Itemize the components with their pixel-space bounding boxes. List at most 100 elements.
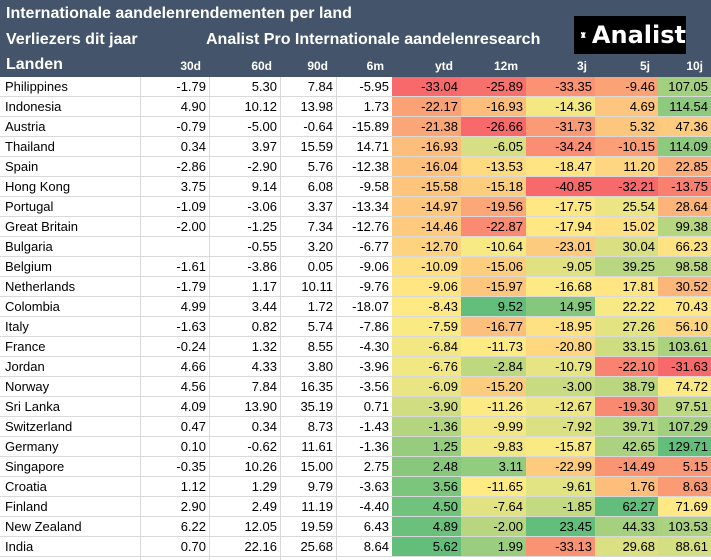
table-row: Hong Kong 3.75 9.14 6.08 -9.58 -15.58 -15.18 -4… [0,177,711,197]
value-cell-60d: 4.33 [251,359,277,374]
countries-header: Landen [6,56,63,73]
value-cell-90d: 3.20 [307,239,333,254]
value-cell-5j: -19.30 [595,397,658,416]
value-cell-ytd: -6.09 [392,377,461,396]
value-cell-6m: 2.75 [363,459,389,474]
value-cell-10j: 28.64 [658,197,711,216]
value-cell-60d: -3.06 [247,199,277,214]
value-cell-3j: -9.05 [526,257,595,276]
value-cell-60d: 1.29 [251,479,277,494]
value-cell-3j: -33.35 [526,77,595,96]
value-cell-ytd: -3.90 [392,397,461,416]
table-row: Bulgaria -0.55 3.20 -6.77 -12.70 -10.64 -23.01… [0,237,711,257]
value-cell-6m: -9.76 [359,279,389,294]
value-cell-6m: -4.30 [359,339,389,354]
value-cell-5j: 4.69 [595,97,658,116]
value-cell-5j: -10.15 [595,137,658,156]
grid-line [140,77,141,560]
value-cell-30d: 2.90 [180,499,206,514]
country-name: Italy [5,319,29,334]
value-cell-ytd: 3.56 [392,477,461,496]
value-cell-5j: -9.46 [595,77,658,96]
value-cell-5j: 1.76 [595,477,658,496]
country-name: Germany [5,439,59,454]
value-cell-10j: 107.29 [658,417,711,436]
value-cell-30d: -1.61 [176,259,206,274]
value-cell-12m: -2.00 [461,517,526,536]
value-cell-10j: 99.38 [658,217,711,236]
value-cell-60d: 10.26 [244,459,277,474]
value-cell-60d: -0.55 [247,239,277,254]
value-cell-3j: 23.45 [526,517,595,536]
value-cell-3j: -12.67 [526,397,595,416]
value-cell-60d: 5.30 [251,79,277,94]
value-cell-3j: -18.47 [526,157,595,176]
country-name: India [5,539,34,554]
value-cell-6m: 8.64 [363,539,389,554]
country-name: New Zealand [5,519,82,534]
value-cell-30d: 4.09 [180,399,206,414]
table-row: Philippines -1.79 5.30 7.84 -5.95 -33.04 -25.8… [0,77,711,97]
value-cell-90d: -0.64 [303,119,333,134]
value-cell-60d: 9.14 [251,179,277,194]
column-header-10j: 10j [686,59,703,73]
table-row: Croatia 1.12 1.29 9.79 -3.63 3.56 -11.65 -9.61 1… [0,477,711,497]
country-name: Netherlands [5,279,76,294]
table-row: Belgium -1.61 -3.86 0.05 -9.06 -10.09 -15.06 -9… [0,257,711,277]
value-cell-12m: -11.65 [461,477,526,496]
value-cell-10j: 114.09 [658,137,711,156]
value-cell-10j: 129.71 [658,437,711,456]
country-name: Hong Kong [5,179,71,194]
column-header-90d: 90d [307,59,328,73]
value-cell-6m: -1.36 [359,439,389,454]
value-cell-10j: 103.53 [658,517,711,536]
value-cell-90d: 5.76 [307,159,333,174]
value-cell-60d: 2.49 [251,499,277,514]
value-cell-90d: 1.72 [307,299,333,314]
value-cell-12m: 3.11 [461,457,526,476]
value-cell-3j: -17.94 [526,217,595,236]
value-cell-12m: -16.93 [461,97,526,116]
value-cell-10j: 66.23 [658,237,711,256]
value-cell-6m: -3.96 [359,359,389,374]
value-cell-3j: -33.13 [526,537,595,556]
country-name: Switzerland [5,419,73,434]
value-cell-60d: 13.90 [244,399,277,414]
country-name: Bulgaria [5,239,53,254]
value-cell-30d [140,237,209,256]
table-row: Great Britain -2.00 -1.25 7.34 -12.76 -14.46-… [0,217,711,237]
value-cell-10j: 114.54 [658,97,711,116]
column-header-60d: 60d [251,59,272,73]
value-cell-6m: -3.56 [359,379,389,394]
value-cell-90d: 15.59 [300,139,333,154]
value-cell-10j: 70.43 [658,297,711,316]
value-cell-ytd: -14.97 [392,197,461,216]
value-cell-ytd: 4.50 [392,497,461,516]
logo-text: Analist [591,21,686,49]
value-cell-60d: 7.84 [251,379,277,394]
value-cell-30d: -1.79 [176,79,206,94]
value-cell-5j: 27.26 [595,317,658,336]
value-cell-90d: 11.61 [301,439,333,454]
value-cell-60d: 3.97 [251,139,277,154]
country-name: Great Britain [5,219,78,234]
value-cell-12m: -9.83 [461,437,526,456]
value-cell-ytd: 2.48 [392,457,461,476]
value-cell-60d: -2.90 [247,159,277,174]
value-cell-ytd: 5.62 [392,537,461,556]
value-cell-30d: -0.79 [176,119,206,134]
column-header-5j: 5j [639,59,650,73]
value-cell-3j: -10.79 [526,357,595,376]
value-cell-12m: -11.73 [461,337,526,356]
value-cell-ytd: -33.04 [392,77,461,96]
country-name: Philippines [5,79,68,94]
value-cell-12m: -7.64 [461,497,526,516]
value-cell-5j: -22.10 [595,357,658,376]
value-cell-90d: 3.80 [307,359,333,374]
value-cell-ytd: -7.59 [392,317,461,336]
country-name: Colombia [5,299,60,314]
value-cell-60d: 10.12 [244,99,277,114]
value-cell-ytd: -10.09 [392,257,461,276]
header-band: Internationale aandelenrendementen per l… [0,0,711,77]
value-cell-5j: 5.32 [595,117,658,136]
